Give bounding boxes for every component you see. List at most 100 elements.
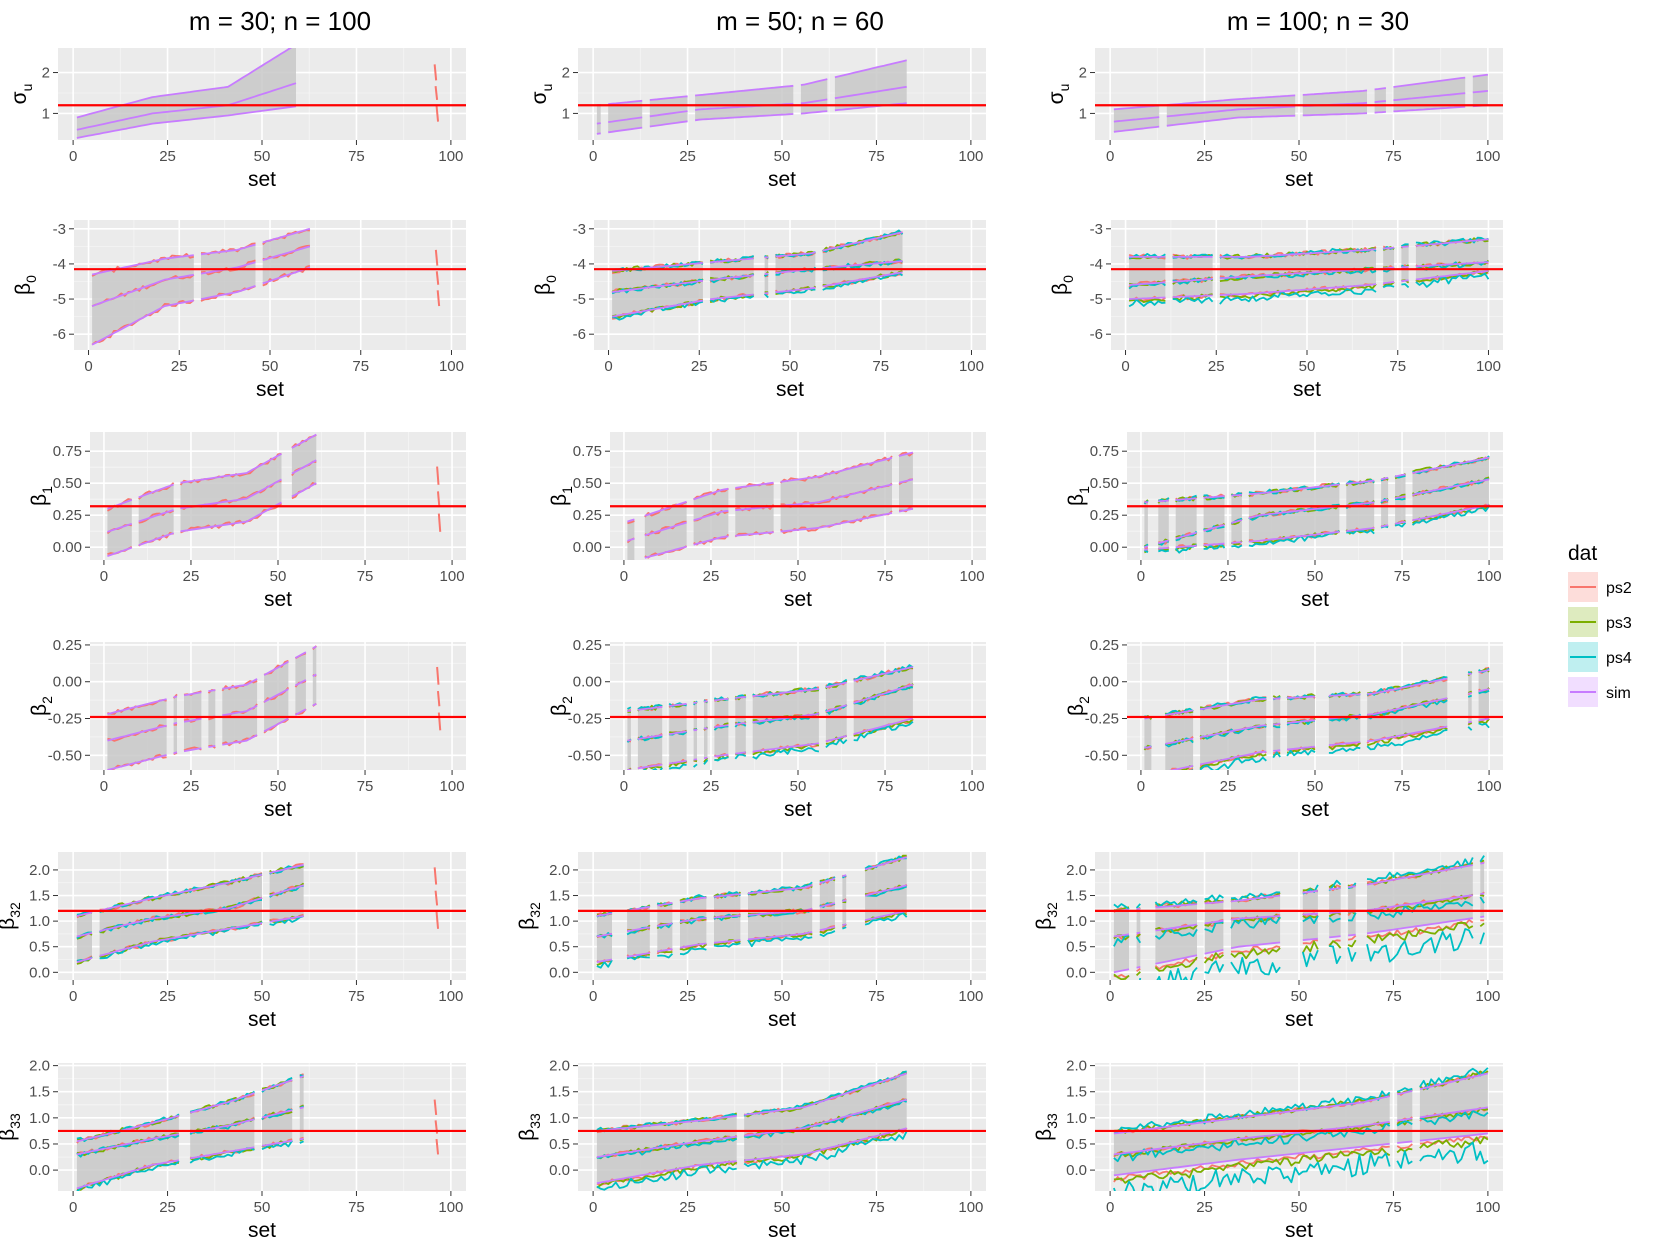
y-axis-symbol: β [12,283,35,295]
series-line-sim [138,532,174,547]
x-tick-label: 50 [254,148,271,165]
x-tick-label: 25 [1196,148,1213,165]
x-tick-label: 50 [270,568,287,585]
series-line-sim [1366,917,1473,935]
series-line-sim [1346,527,1375,532]
y-tick-label: 0.00 [1090,674,1119,691]
series-line-sim [853,666,914,682]
series-line-ps4 [76,1160,180,1191]
interval-band [780,457,892,532]
x-tick-label: 100 [1477,778,1502,795]
series-line-sim [657,902,673,907]
series-line-sim [1230,894,1281,903]
x-tick-label: 100 [1475,148,1500,165]
series-line-sim [1397,1117,1413,1122]
interval-band [608,100,643,133]
series-line-ps3 [596,1160,738,1189]
y-tick-label: 0.00 [573,539,602,556]
series-line-sim [800,110,828,115]
y-axis-subscript: 33 [527,1113,543,1129]
series-line-ps4 [1154,928,1198,940]
series-line-ps4 [1204,960,1225,974]
series-line-sim [299,1106,304,1110]
series-line-sim [294,708,307,716]
series-line-sim [208,745,216,748]
series-line-sim [222,704,258,717]
series-line-sim [596,958,613,963]
y-tick-label: 2.0 [549,1058,570,1075]
series-line-sim [669,702,687,707]
series-line-ps4 [1366,676,1448,697]
series-line-ps4 [668,763,687,770]
outlier-ps2-segment [434,85,439,100]
series-line-sim [1287,695,1316,699]
series-line-sim [1412,504,1490,522]
outlier-ps2-segment [433,867,438,885]
x-tick-label: 100 [960,568,985,585]
series-line-sim [312,645,317,650]
x-tick-label: 50 [774,148,791,165]
series-line-sim [800,98,828,105]
y-tick-label: -3 [53,221,66,238]
y-tick-label: 2 [42,65,50,82]
series-line-ps3 [1204,898,1224,904]
panel-4-2: -0.50 -0.25 0.00 0.25 0 25 50 75 100 set β2 [548,637,986,821]
x-tick-label: 100 [1475,988,1500,1005]
x-tick-label: 100 [958,988,983,1005]
y-axis-symbol: β [1065,494,1088,506]
x-tick-label: 50 [1299,358,1316,375]
y-axis-subscript: 32 [7,902,23,918]
x-tick-label: 50 [262,358,279,375]
x-tick-label: 0 [100,778,108,795]
y-tick-label: -0.50 [48,747,82,764]
series-line-sim [263,660,289,676]
y-tick-label: 1 [562,105,570,122]
interval-band [201,244,256,300]
panel-1-3: 1 2 0 25 50 75 100 set σu [1045,48,1503,191]
x-tick-label: 75 [872,358,889,375]
y-tick-label: 0.5 [549,939,570,956]
x-tick-label: 50 [790,568,807,585]
series-line-sim [1155,923,1198,932]
series-line-sim [626,926,650,933]
y-axis-title: β32 [516,902,543,930]
column-title-3: m = 100; n = 30 [1227,6,1409,36]
outlier-ps2-segment [436,466,440,485]
series-line-sim [294,679,307,687]
y-tick-label: 0.50 [53,475,82,492]
series-line-sim [747,884,813,895]
x-tick-label: 75 [1385,148,1402,165]
series-line-ps4 [1113,934,1130,947]
series-line-ps4 [1479,932,1485,945]
series-line-sim [752,687,820,697]
series-line-sim [1472,73,1489,78]
series-line-sim [695,84,794,97]
interval-band [1367,678,1448,742]
series-line-ps2 [627,562,634,565]
series-line-sim [1328,741,1361,747]
series-line-sim [679,896,707,903]
interval-band [1374,88,1386,113]
y-tick-label: -5 [1090,291,1103,308]
series-line-sim [107,698,167,715]
y-axis-symbol: β [516,918,539,930]
series-line-sim [1166,94,1296,106]
x-tick-label: 75 [348,1199,365,1216]
series-line-sim [261,1139,293,1147]
series-line-ps4 [1415,272,1490,288]
series-line-sim [1480,862,1485,865]
x-axis-title: set [264,588,292,611]
x-tick-label: 25 [183,568,200,585]
plot-area [1143,455,1490,554]
series-line-ps2 [644,520,687,537]
series-line-ps3 [1419,1136,1489,1149]
outlier-ps2-segment [437,513,442,532]
series-line-sim [138,509,174,523]
y-tick-label: 0.5 [549,1136,570,1153]
series-line-sim [1144,775,1151,776]
y-tick-label: 0.0 [1066,964,1087,981]
interval-band [865,857,907,921]
series-line-ps4 [1114,981,1129,1000]
y-axis-title: β32 [1033,902,1060,930]
series-line-sim [1158,539,1170,545]
